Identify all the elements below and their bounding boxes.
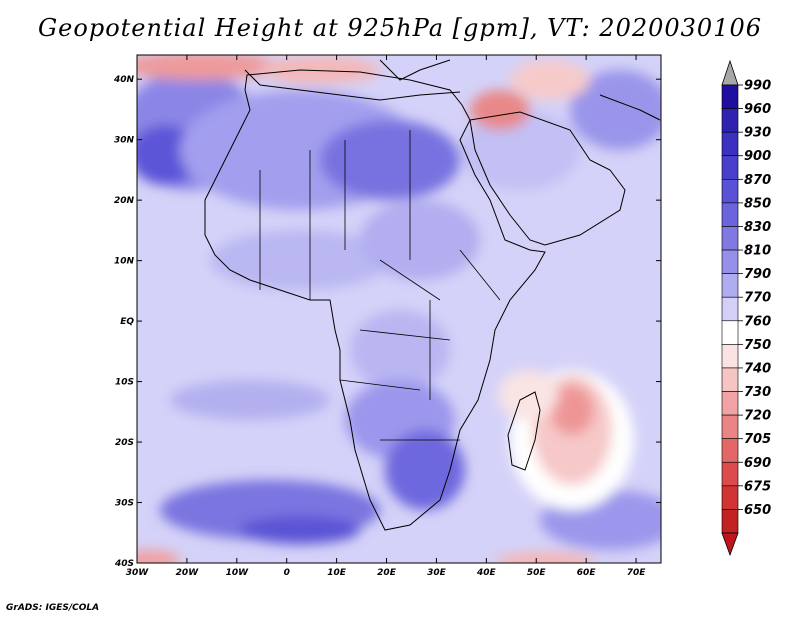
- lat-tick-label: EQ: [120, 317, 134, 327]
- lon-tick-label: 20W: [176, 568, 200, 578]
- colorbar-swatch: [721, 485, 739, 510]
- colorbar-label: 675: [744, 479, 771, 494]
- colorbar-label: 650: [744, 503, 771, 518]
- lat-tick-label: 40S: [114, 559, 134, 569]
- colorbar-swatch: [721, 509, 739, 534]
- map-frame: [136, 54, 662, 564]
- chart-title: Geopotential Height at 925hPa [gpm], VT:…: [38, 14, 762, 42]
- lon-tick-label: 0: [284, 568, 290, 578]
- colorbar-top-arrow: [721, 59, 739, 86]
- colorbar-swatch: [721, 367, 739, 392]
- colorbar-swatch: [721, 438, 739, 463]
- colorbar-label: 690: [744, 456, 771, 471]
- colorbar-bottom-arrow: [721, 532, 739, 557]
- colorbar-label: 705: [744, 432, 771, 447]
- lat-tick-label: 30N: [114, 136, 135, 146]
- colorbar-label: 760: [744, 314, 771, 329]
- colorbar-label: 930: [744, 126, 771, 141]
- lon-tick-label: 50E: [527, 568, 547, 578]
- colorbar: 990 960 930 900 870 850 830 810 790 770 760 750 740 7…: [721, 59, 771, 557]
- lon-tick-label: 70E: [627, 568, 647, 578]
- africa-coastline: [204, 69, 546, 531]
- colorbar-label: 770: [744, 291, 771, 306]
- colorbar-label: 810: [744, 244, 771, 259]
- lat-tick-label: 20S: [115, 438, 134, 448]
- colorbar-swatch: [721, 131, 739, 157]
- europe-coastline: [244, 59, 661, 121]
- colorbar-label: 720: [744, 409, 771, 424]
- software-credit: GrADS: IGES/COLA: [6, 603, 100, 613]
- colorbar-swatch: [721, 461, 739, 487]
- colorbar-swatch: [721, 273, 739, 298]
- lon-tick-label: 10E: [327, 568, 347, 578]
- colorbar-label: 870: [744, 173, 771, 188]
- colorbar-swatch: [721, 320, 739, 345]
- lat-tick-label: 20N: [114, 196, 135, 206]
- country-boundaries: [259, 130, 501, 441]
- lat-tick-label: 30S: [115, 499, 134, 509]
- madagascar-coastline: [507, 391, 541, 471]
- arabia-coastline: [469, 111, 626, 246]
- map-panel: [137, 55, 661, 563]
- lon-tick-label: 20E: [377, 568, 397, 578]
- colorbar-label: 900: [744, 149, 771, 164]
- lon-tick-label: 30W: [126, 568, 150, 578]
- colorbar-swatch: [721, 226, 739, 251]
- height-field: [137, 55, 661, 563]
- latitude-axis: 40N 30N 20N 10N EQ 10S 20S 30S 40S: [113, 75, 661, 569]
- lon-tick-label: 60E: [577, 568, 597, 578]
- colorbar-label: 850: [744, 196, 771, 211]
- colorbar-label: 790: [744, 267, 771, 282]
- colorbar-label: 960: [744, 102, 771, 117]
- colorbar-swatch: [721, 344, 739, 369]
- lon-tick-label: 30E: [427, 568, 447, 578]
- colorbar-swatch: [721, 296, 739, 322]
- colorbar-label: 750: [744, 338, 771, 353]
- colorbar-swatch: [721, 155, 739, 180]
- colorbar-swatch: [721, 179, 739, 204]
- lat-tick-label: 10S: [115, 378, 134, 388]
- colorbar-label: 730: [744, 385, 771, 400]
- colorbar-label: 990: [744, 79, 771, 94]
- colorbar-swatch: [721, 108, 739, 133]
- lon-tick-label: 40E: [476, 568, 497, 578]
- colorbar-swatch: [721, 249, 739, 274]
- lat-tick-label: 10N: [114, 257, 135, 267]
- colorbar-label: 740: [744, 361, 771, 376]
- longitude-axis: 30W 20W 10W 0 10E 20E 30E 40E 50E 60E 70E: [126, 55, 646, 578]
- colorbar-swatch: [721, 202, 739, 227]
- colorbar-swatch: [721, 84, 739, 109]
- lon-tick-label: 10W: [226, 568, 250, 578]
- colorbar-label: 830: [744, 220, 771, 235]
- colorbar-swatch: [721, 391, 739, 416]
- lat-tick-label: 40N: [113, 75, 135, 85]
- colorbar-swatch: [721, 414, 739, 439]
